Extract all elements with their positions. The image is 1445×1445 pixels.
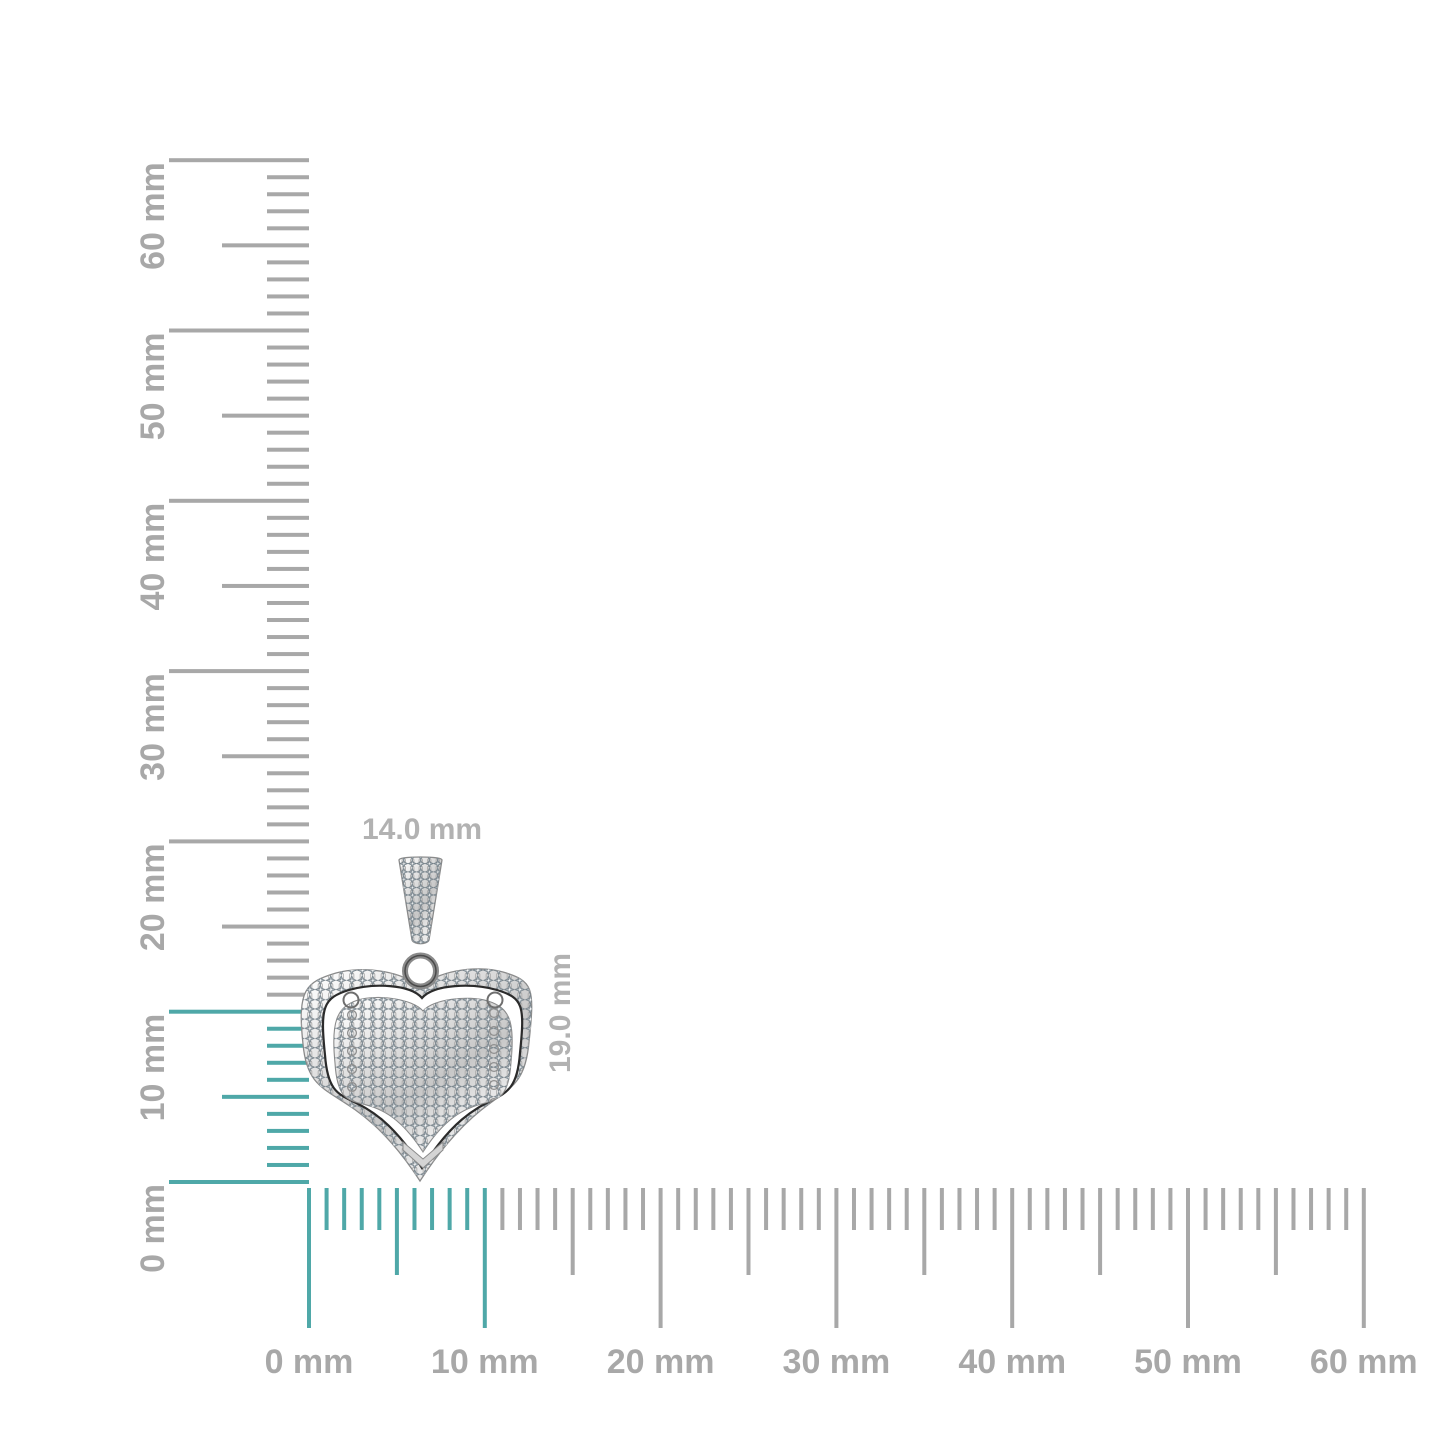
svg-text:30 mm: 30 mm: [783, 1343, 891, 1381]
svg-text:50 mm: 50 mm: [134, 333, 172, 441]
svg-text:50 mm: 50 mm: [1134, 1343, 1242, 1381]
svg-text:40 mm: 40 mm: [958, 1343, 1066, 1381]
svg-text:60 mm: 60 mm: [134, 162, 172, 270]
svg-text:14.0 mm: 14.0 mm: [362, 813, 482, 846]
svg-text:20 mm: 20 mm: [134, 843, 172, 951]
svg-text:10 mm: 10 mm: [431, 1343, 539, 1381]
svg-text:30 mm: 30 mm: [134, 673, 172, 781]
svg-text:10 mm: 10 mm: [134, 1014, 172, 1122]
svg-text:0 mm: 0 mm: [134, 1184, 172, 1273]
svg-text:40 mm: 40 mm: [134, 503, 172, 611]
svg-text:19.0 mm: 19.0 mm: [544, 953, 577, 1073]
svg-text:0 mm: 0 mm: [265, 1343, 354, 1381]
svg-text:20 mm: 20 mm: [607, 1343, 715, 1381]
svg-text:60 mm: 60 mm: [1310, 1343, 1418, 1381]
